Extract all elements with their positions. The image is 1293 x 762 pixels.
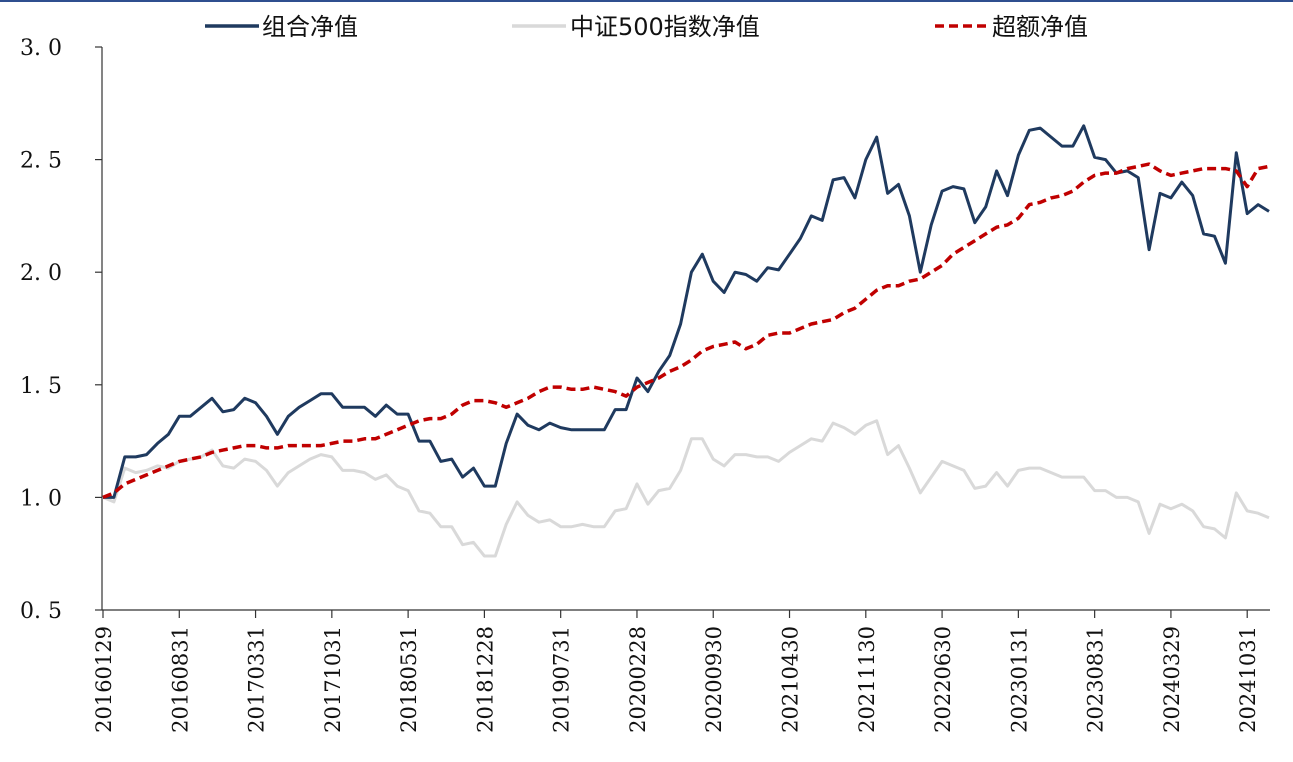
- x-tick-label: 20230831: [1084, 626, 1108, 733]
- y-tick-label: 1. 0: [20, 486, 62, 511]
- x-tick-label: 20181228: [473, 626, 497, 733]
- x-tick-label: 20211130: [855, 626, 879, 733]
- y-tick-label: 1. 5: [20, 374, 62, 399]
- series-line-0: [103, 124, 1270, 499]
- series-line-1: [102, 419, 1270, 558]
- legend-label-0: 组合净值: [262, 13, 358, 41]
- x-tick-label: 20200930: [702, 626, 726, 733]
- plot-area: [102, 124, 1270, 558]
- legend-label-2: 超额净值: [992, 13, 1088, 41]
- series-line-2: [102, 162, 1270, 500]
- chart-axes: 3. 0 2. 5 2. 0 1. 5 1. 0 0. 5 20160129 20160831…: [20, 36, 1270, 733]
- x-tick-label: 20180531: [397, 626, 421, 733]
- top-border-line: [0, 0, 1293, 2]
- chart-legend: 组合净值 中证500指数净值 超额净值: [205, 13, 1088, 41]
- x-tick-label: 20220630: [931, 626, 955, 733]
- x-tick-label: 20240329: [1160, 626, 1184, 733]
- y-tick-label: 0. 5: [20, 599, 62, 624]
- x-tick-label: 20230131: [1007, 626, 1031, 733]
- x-tick-label: 20210430: [779, 626, 803, 733]
- y-tick-label: 3. 0: [20, 36, 62, 61]
- legend-label-1: 中证500指数净值: [570, 13, 760, 41]
- x-tick-label: 20241031: [1236, 626, 1260, 733]
- y-tick-label: 2. 0: [20, 261, 62, 286]
- x-tick-label: 20160831: [168, 626, 192, 733]
- x-tick-label: 20171031: [321, 626, 345, 733]
- y-tick-label: 2. 5: [20, 149, 62, 174]
- x-tick-label: 20200228: [626, 626, 650, 733]
- x-tick-label: 20160129: [92, 626, 116, 733]
- x-tick-label: 20170331: [245, 626, 269, 733]
- x-tick-label: 20190731: [550, 626, 574, 733]
